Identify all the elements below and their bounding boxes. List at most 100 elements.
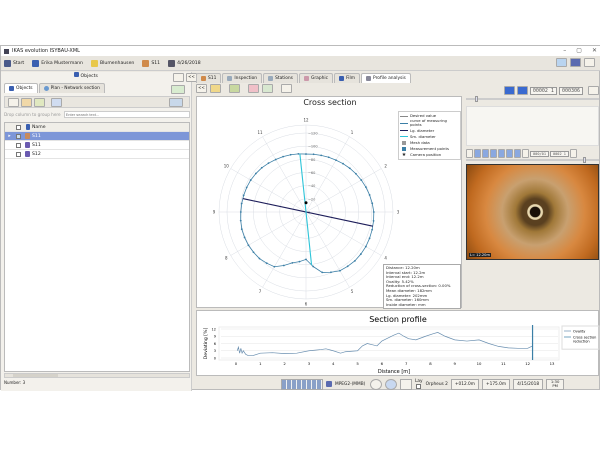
pin-button[interactable] — [173, 73, 184, 82]
measurement-point — [254, 172, 257, 175]
record-button[interactable] — [370, 378, 382, 390]
rewind-button[interactable] — [490, 149, 497, 158]
camera-position-marker — [304, 201, 308, 205]
edit-button[interactable] — [21, 97, 32, 107]
tab-stations[interactable]: Stations — [263, 73, 298, 83]
measurement-point — [240, 228, 243, 231]
export-button[interactable] — [229, 84, 240, 93]
measurement-point — [298, 260, 301, 263]
refresh-button[interactable] — [262, 84, 273, 93]
tab-objects[interactable]: Objects — [4, 83, 38, 93]
clock-label: 3 — [397, 210, 400, 215]
frame-counter: 00002 1 — [529, 86, 557, 95]
prev-button[interactable] — [466, 149, 473, 158]
step-forward-button[interactable] — [514, 149, 521, 158]
tab-plan-network[interactable]: Plan - Network section — [38, 83, 105, 93]
manhole-icon — [25, 142, 30, 148]
object-row[interactable]: S11 — [5, 141, 189, 150]
clock-label: 10 — [224, 164, 230, 169]
zoom-button[interactable] — [569, 149, 577, 158]
measurement-point — [249, 179, 252, 181]
measurement-point — [365, 186, 367, 189]
app-window: IKAS evolution ISYBAU-XML – ▢ ✕ Start Eri… — [0, 45, 600, 391]
tab-film[interactable]: Film — [334, 73, 361, 83]
select-all-checkbox[interactable] — [16, 124, 21, 130]
stop-button[interactable] — [516, 86, 528, 95]
play-button[interactable] — [474, 149, 481, 158]
module-button[interactable] — [570, 58, 581, 67]
measurement-point — [312, 153, 315, 156]
horizontal-scrollbar[interactable] — [4, 373, 190, 378]
y-axis-label: Deviating [%] — [203, 328, 209, 360]
forward-button[interactable] — [498, 149, 505, 158]
toolbar-item-0[interactable]: Start — [4, 59, 24, 67]
maximize-button[interactable]: ▢ — [576, 47, 582, 54]
pencil-button[interactable] — [34, 97, 45, 107]
x-tick-label: 13 — [550, 361, 555, 366]
tab-profile-analysis[interactable]: Profile analysis — [361, 73, 411, 83]
filter-button[interactable] — [8, 97, 19, 107]
view-options-button[interactable] — [169, 97, 183, 107]
row-checkbox[interactable] — [16, 151, 21, 157]
pause-button[interactable] — [503, 86, 515, 95]
info-line: Interval start: 12.2m — [386, 269, 426, 275]
spoke — [305, 211, 382, 256]
chart-title: Section profile — [369, 315, 427, 324]
measurement-point — [372, 219, 375, 222]
info-line: Ovality: 5.42% — [386, 278, 414, 284]
pause-button[interactable] — [482, 149, 489, 158]
column-name[interactable]: Name — [32, 124, 46, 130]
objects-header: Objects — [1, 72, 171, 82]
camera-image: L= 12.20m — [466, 164, 599, 260]
stop-button[interactable] — [522, 149, 529, 158]
radial-tick-label: −60 — [308, 171, 315, 175]
clip-counter: 000/01 — [530, 150, 549, 157]
save-button[interactable] — [51, 97, 62, 107]
back-button[interactable]: << — [196, 84, 207, 93]
monitor-button[interactable] — [400, 378, 412, 390]
object-row[interactable]: S12 — [5, 150, 189, 159]
radial-tick-label: −100 — [308, 145, 318, 149]
measurement-point — [312, 265, 315, 268]
step-back-button[interactable] — [506, 149, 513, 158]
codec-label: MPEG2-(MMB) — [335, 381, 366, 387]
clock-label: 9 — [213, 210, 216, 215]
y-tick-label: 9 — [214, 335, 216, 339]
close-button[interactable]: ✕ — [591, 47, 597, 54]
timeline-slider[interactable] — [466, 96, 599, 102]
minimize-button[interactable]: – — [563, 47, 567, 54]
sync-button[interactable] — [385, 378, 397, 390]
layout-button[interactable] — [556, 58, 567, 67]
tab-s11[interactable]: S11 — [196, 73, 222, 83]
measurement-point — [353, 259, 356, 262]
print-button[interactable] — [584, 58, 595, 67]
measurement-point — [364, 245, 367, 248]
lay-checkbox[interactable] — [416, 384, 422, 389]
main-panel: S11 Inspection Stations Graphic Film Profile … — [194, 72, 600, 377]
toolbar-item-2[interactable]: Blumenhausen — [90, 59, 134, 67]
go-button[interactable] — [171, 85, 185, 94]
object-row[interactable]: ▸ S11 — [5, 132, 189, 141]
toolbar-item-3[interactable]: S11 — [142, 59, 160, 67]
row-checkbox[interactable] — [16, 142, 21, 148]
radial-tick-label: −40 — [308, 184, 315, 188]
clip-slider[interactable] — [466, 157, 599, 163]
type-icon — [25, 124, 30, 130]
lay-label: Lay — [415, 379, 423, 384]
clock-label: 8 — [225, 256, 228, 261]
measurement-point — [291, 261, 294, 264]
toolbar-item-1[interactable]: Erika Mustermann — [32, 59, 83, 67]
tab-inspection[interactable]: Inspection — [222, 73, 263, 83]
row-checkbox[interactable] — [16, 133, 21, 139]
open-button[interactable] — [210, 84, 221, 93]
delete-button[interactable] — [248, 84, 259, 93]
toolbar-item-4[interactable]: 4/26/2018 — [168, 59, 201, 67]
tab-graphic[interactable]: Graphic — [298, 73, 334, 83]
measurement-point — [305, 153, 307, 155]
search-input[interactable] — [63, 111, 190, 118]
measurement-point — [260, 166, 263, 169]
status-date: 4/15/2018 — [513, 378, 544, 390]
print-preview-button[interactable] — [281, 84, 292, 93]
spoke — [305, 168, 382, 213]
video-settings-button[interactable] — [588, 86, 599, 95]
